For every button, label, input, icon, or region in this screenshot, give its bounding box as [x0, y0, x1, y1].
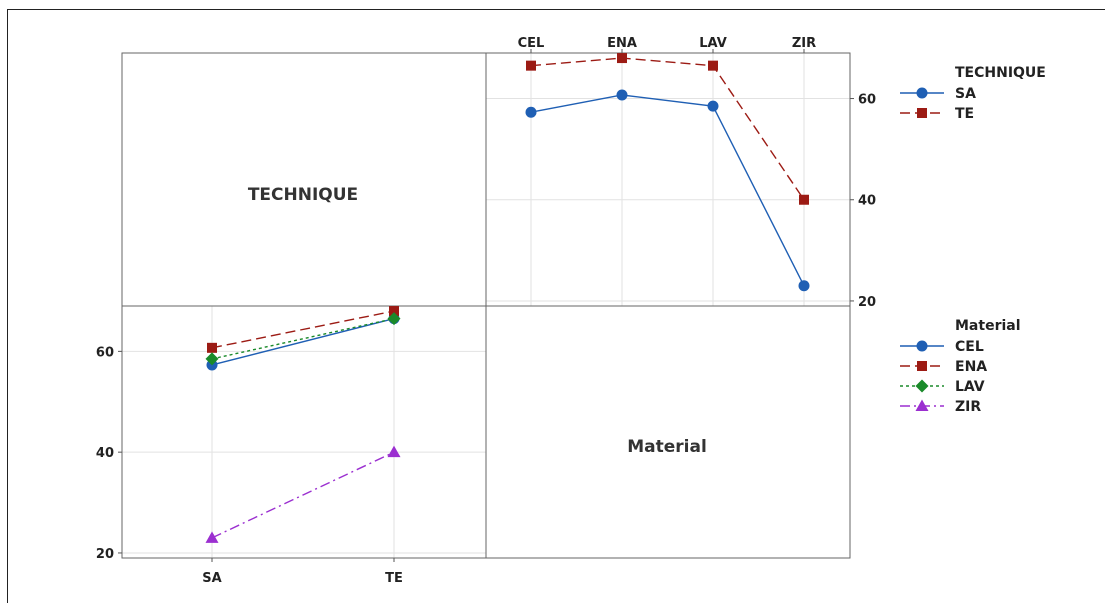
tr-series-te [526, 53, 809, 205]
tick-label-top-lav: LAV [699, 36, 727, 51]
panel-borders [121, 52, 851, 559]
grid-layer [122, 53, 850, 558]
tick-label-right-20: 20 [858, 295, 876, 310]
legend-label-sa: SA [955, 86, 976, 102]
tr-point-te-ena [617, 53, 627, 64]
legend-label-cel: CEL [955, 339, 984, 355]
bl-series-cel [206, 313, 400, 371]
legend-technique: TECHNIQUE SA TE [900, 65, 1046, 122]
legend-marker-sa [916, 87, 928, 99]
legend-label-lav: LAV [955, 379, 985, 395]
tr-point-te-zir [799, 194, 809, 205]
tr-point-te-cel [526, 60, 536, 71]
legend-label-te: TE [955, 106, 974, 122]
bl-point-zir-sa [205, 531, 219, 543]
legend-marker-ena [917, 361, 927, 371]
legend-title-material: Material [955, 318, 1021, 334]
legend-title-technique: TECHNIQUE [955, 65, 1046, 81]
legend-marker-cel [916, 340, 928, 352]
bl-line-lav [211, 317, 395, 360]
tick-label-bottom-te: TE [385, 571, 403, 586]
tick-label-top-zir: ZIR [792, 36, 816, 51]
tr-point-sa-lav [707, 100, 719, 112]
tick-label-right-40: 40 [858, 194, 876, 209]
tick-label-bottom-sa: SA [202, 571, 221, 586]
bl-line-cel [211, 317, 395, 366]
bl-series-zir [205, 445, 401, 543]
tick-label-left-40: 40 [96, 446, 114, 461]
cell-label-technique: TECHNIQUE [248, 185, 358, 205]
legend-layer: TECHNIQUE SA TE Material CEL ENA LAV ZIR [900, 65, 1046, 415]
tick-label-top-ena: ENA [607, 36, 637, 51]
bl-point-ena-te [389, 306, 399, 317]
tr-point-sa-ena [616, 89, 628, 101]
legend-marker-lav [915, 379, 929, 393]
tr-line-te [530, 57, 805, 201]
bl-point-ena-sa [207, 342, 217, 353]
bl-point-lav-sa [205, 352, 219, 366]
tick-label-left-60: 60 [96, 345, 114, 360]
bl-point-zir-te [387, 445, 401, 458]
bl-series-ena [207, 306, 399, 353]
tr-line-sa [530, 94, 805, 287]
bl-line-zir [211, 451, 395, 539]
tr-point-sa-cel [525, 106, 537, 118]
legend-label-zir: ZIR [955, 399, 981, 415]
tick-label-left-20: 20 [96, 547, 114, 562]
series-layer [205, 53, 810, 543]
tick-label-right-60: 60 [858, 93, 876, 108]
tick-label-top-cel: CEL [518, 36, 545, 51]
legend-material: Material CEL ENA LAV ZIR [900, 318, 1021, 415]
legend-marker-te [917, 108, 927, 118]
tr-series-sa [525, 89, 810, 292]
tr-point-sa-zir [798, 280, 810, 292]
tr-point-te-lav [708, 60, 718, 71]
legend-label-ena: ENA [955, 359, 987, 375]
bl-line-ena [211, 310, 395, 349]
bl-point-lav-te [387, 312, 401, 326]
legend-marker-zir [915, 399, 929, 411]
ticks-layer: CEL ENA LAV ZIR 20 40 60 SA TE 20 40 60 [96, 36, 876, 586]
figure-frame [7, 9, 1105, 603]
cell-label-material: Material [627, 437, 707, 457]
bl-series-lav [205, 312, 401, 366]
